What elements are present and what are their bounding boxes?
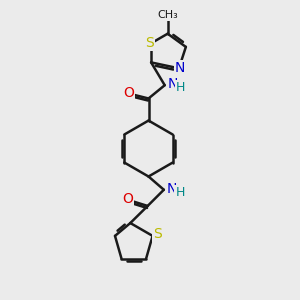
Text: S: S bbox=[145, 36, 154, 50]
Text: N: N bbox=[168, 77, 178, 91]
Text: N: N bbox=[175, 61, 185, 75]
Text: N: N bbox=[167, 182, 177, 196]
Text: H: H bbox=[175, 186, 185, 199]
Text: O: O bbox=[122, 192, 133, 206]
Text: O: O bbox=[123, 85, 134, 100]
Text: H: H bbox=[176, 81, 186, 94]
Text: CH₃: CH₃ bbox=[157, 11, 178, 20]
Text: S: S bbox=[153, 227, 161, 242]
